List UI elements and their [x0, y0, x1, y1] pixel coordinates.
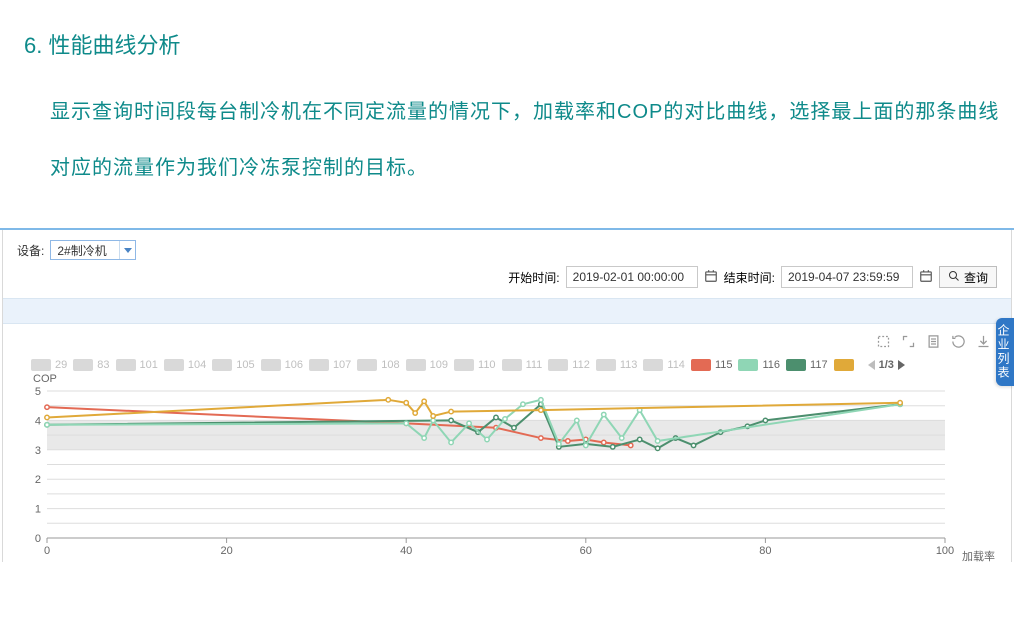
calendar-icon[interactable] [919, 269, 933, 286]
device-label: 设备: [17, 242, 44, 259]
chevron-down-icon [119, 241, 135, 259]
svg-text:20: 20 [220, 545, 232, 557]
legend-item[interactable]: 112 [548, 359, 590, 371]
zoom-reset-icon[interactable] [901, 334, 916, 353]
chart-area: 2983101104105106107108109110111112113114… [3, 324, 1011, 562]
legend-pager[interactable]: 1/3 [868, 359, 905, 371]
svg-text:5: 5 [35, 387, 41, 398]
x-axis-title: 加载率 [962, 548, 995, 564]
section-heading: 6. 性能曲线分析 [24, 28, 1014, 60]
chart-legend: 29 83 101 104 105 106 107 108 109 110 111 112 113 114… [15, 355, 999, 373]
legend-item[interactable]: 111 [502, 359, 543, 371]
legend-item[interactable]: 106 [261, 359, 303, 371]
legend-item[interactable] [834, 359, 858, 371]
query-label: 查询 [964, 269, 988, 286]
legend-item[interactable]: 107 [309, 359, 351, 371]
svg-text:40: 40 [400, 545, 412, 557]
svg-text:0: 0 [44, 545, 50, 557]
end-time-input[interactable] [781, 266, 913, 288]
legend-item[interactable]: 83 [73, 359, 109, 371]
y-axis-title: COP [15, 373, 999, 385]
legend-item[interactable]: 110 [454, 359, 496, 371]
svg-text:60: 60 [580, 545, 592, 557]
legend-item[interactable]: 29 [31, 359, 67, 371]
query-button[interactable]: 查询 [939, 266, 997, 288]
chart-panel: 设备: 2#制冷机 开始时间: 结束时间: 查询 [0, 228, 1014, 562]
legend-item[interactable]: 109 [406, 359, 448, 371]
svg-text:0: 0 [35, 533, 41, 545]
chart-plot[interactable]: 012345020406080100 加载率 [23, 387, 991, 562]
search-icon [948, 270, 960, 285]
time-row: 开始时间: 结束时间: 查询 [3, 266, 1011, 298]
legend-item[interactable]: 117 [786, 359, 828, 371]
side-tab[interactable]: 企业列表 [996, 318, 1014, 386]
svg-text:1: 1 [35, 504, 41, 516]
calendar-icon[interactable] [704, 269, 718, 286]
zoom-area-icon[interactable] [876, 334, 891, 353]
svg-text:4: 4 [35, 415, 41, 427]
legend-item[interactable]: 115 [691, 359, 733, 371]
legend-item[interactable]: 113 [596, 359, 638, 371]
svg-text:2: 2 [35, 474, 41, 486]
legend-item[interactable]: 101 [116, 359, 158, 371]
section-description: 显示查询时间段每台制冷机在不同定流量的情况下，加载率和COP的对比曲线，选择最上… [50, 84, 1014, 196]
restore-icon[interactable] [951, 334, 966, 353]
device-row: 设备: 2#制冷机 [3, 230, 1011, 266]
legend-item[interactable]: 108 [357, 359, 399, 371]
legend-item[interactable]: 104 [164, 359, 206, 371]
data-view-icon[interactable] [926, 334, 941, 353]
device-value: 2#制冷机 [57, 242, 106, 259]
start-time-input[interactable] [566, 266, 698, 288]
svg-text:3: 3 [35, 445, 41, 457]
svg-text:100: 100 [936, 545, 954, 557]
chart-toolbar [15, 330, 999, 355]
legend-item[interactable]: 116 [738, 359, 780, 371]
start-time-label: 开始时间: [508, 269, 559, 286]
end-time-label: 结束时间: [724, 269, 775, 286]
legend-item[interactable]: 114 [643, 359, 685, 371]
svg-text:80: 80 [759, 545, 771, 557]
device-select[interactable]: 2#制冷机 [50, 240, 136, 260]
legend-item[interactable]: 105 [212, 359, 254, 371]
download-icon[interactable] [976, 334, 991, 353]
panel-header-band [3, 298, 1011, 324]
